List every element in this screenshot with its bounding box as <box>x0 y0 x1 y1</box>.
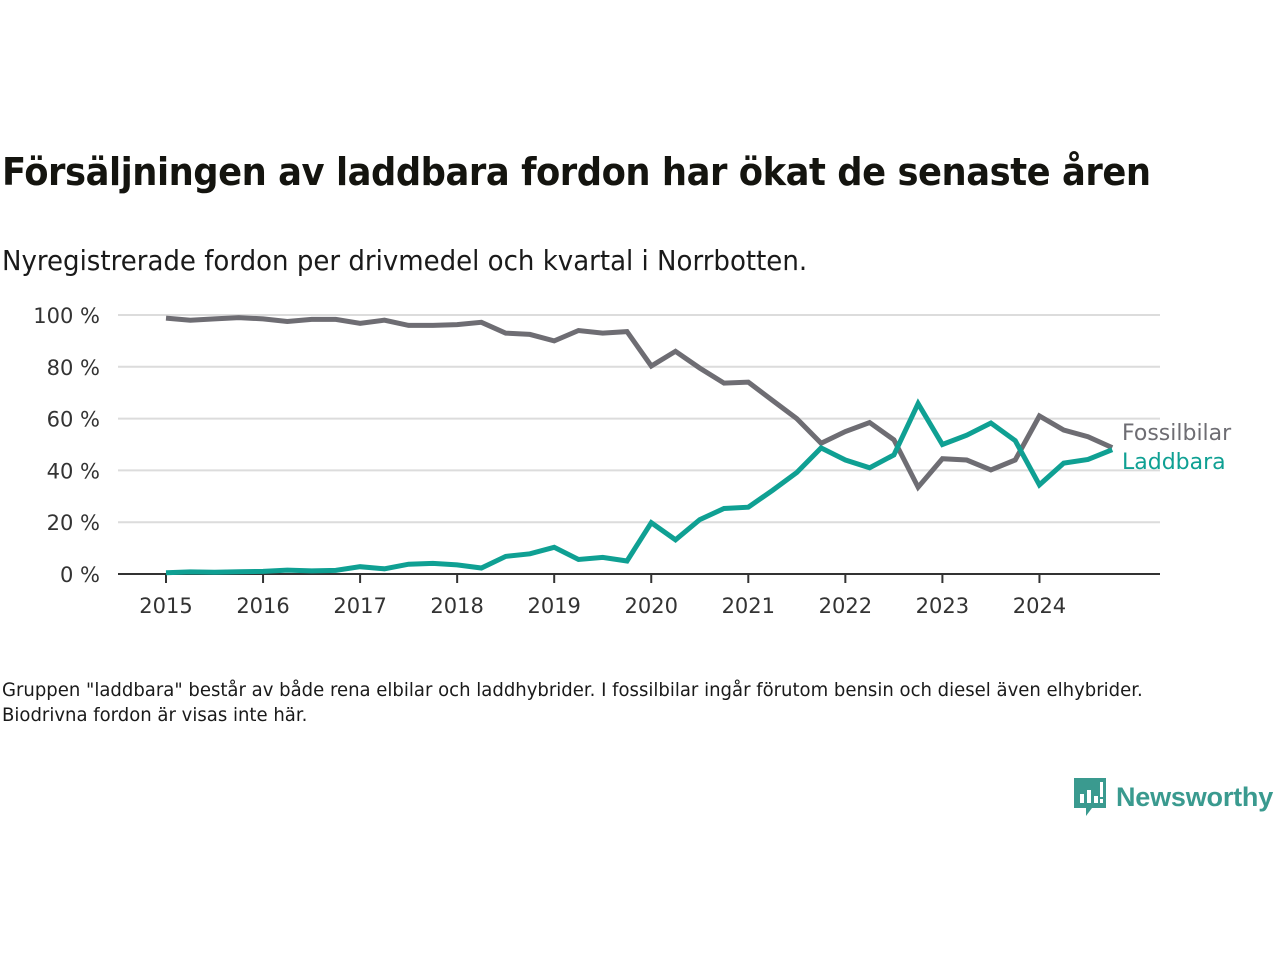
x-tick-label: 2020 <box>625 594 678 618</box>
y-tick-label: 20 % <box>47 511 100 535</box>
y-tick-label: 60 % <box>47 408 100 432</box>
y-tick-label: 80 % <box>47 356 100 380</box>
logo-text: Newsworthy <box>1116 781 1274 812</box>
x-tick-label: 2017 <box>333 594 386 618</box>
series-line-laddbara <box>165 398 1114 576</box>
x-tick-label: 2019 <box>527 594 580 618</box>
chart-title: Försäljningen av laddbara fordon har öka… <box>2 150 1151 194</box>
x-tick-label: 2018 <box>430 594 483 618</box>
series-labels: Fossilbilar Laddbara <box>1122 421 1232 475</box>
series-lines <box>165 315 1114 576</box>
newsworthy-logo: Newsworthy <box>1072 776 1273 818</box>
series-line-fossilbilar <box>165 315 1114 492</box>
series-label-laddbara: Laddbara <box>1122 450 1226 475</box>
y-tick-label: 100 % <box>33 304 100 328</box>
y-axis: 0 % 20 % 40 % 60 % 80 % 100 % <box>33 304 100 587</box>
x-tick-label: 2023 <box>916 594 969 618</box>
x-tick-label: 2022 <box>819 594 872 618</box>
x-tick-label: 2024 <box>1013 594 1066 618</box>
chart-subtitle: Nyregistrerade fordon per drivmedel och … <box>2 244 808 277</box>
newsworthy-bar-chart-icon <box>1074 778 1106 816</box>
footnote: Gruppen "laddbara" består av både rena e… <box>2 679 1143 726</box>
x-axis: 2015 2016 2017 2018 2019 2020 2021 2022 2023 2024 <box>118 573 1160 618</box>
y-tick-label: 0 % <box>60 563 100 587</box>
line-chart: 0 %20 %40 %60 %80 %100 % 2015 2016 2017 201… <box>33 304 1232 618</box>
x-tick-label: 2021 <box>722 594 775 618</box>
x-tick-label: 2015 <box>139 594 192 618</box>
series-label-fossilbilar: Fossilbilar <box>1122 421 1232 446</box>
y-tick-label: 40 % <box>47 459 100 483</box>
x-tick-label: 2016 <box>236 594 289 618</box>
